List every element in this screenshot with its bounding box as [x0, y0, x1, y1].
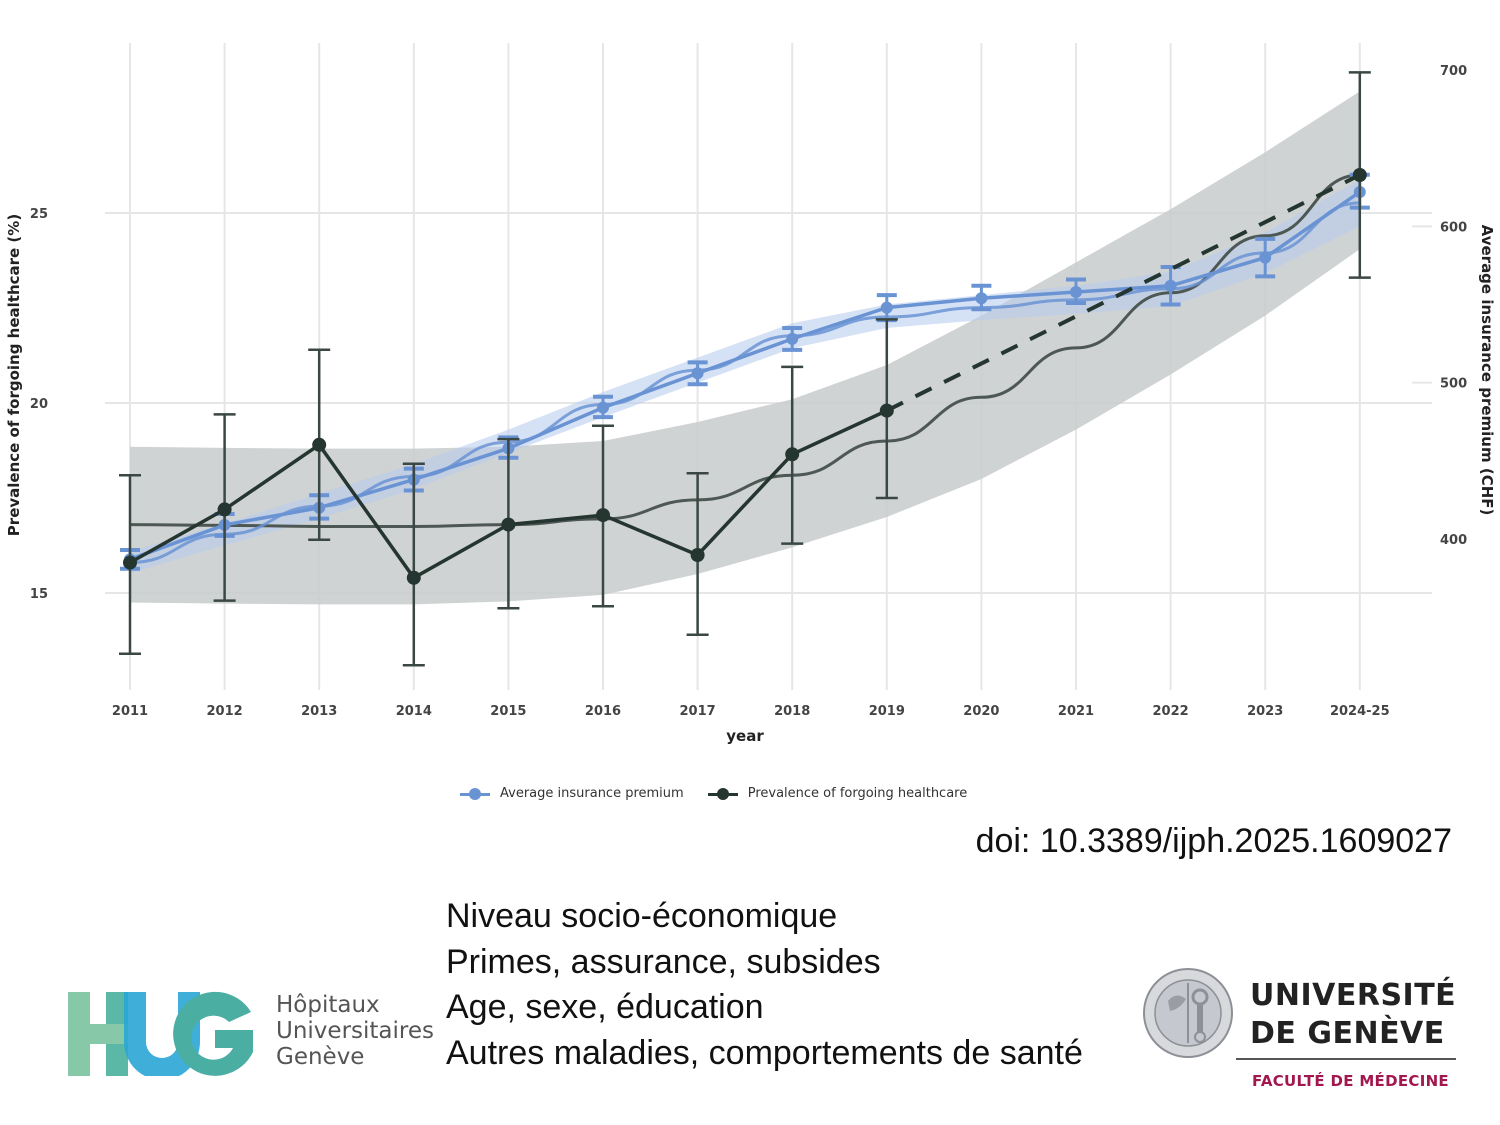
svg-text:500: 500 — [1440, 377, 1467, 392]
prevalence-swatch-icon — [707, 787, 738, 800]
doi-citation: doi: 10.3389/ijph.2025.1609027 — [975, 822, 1452, 860]
university-name: UNIVERSITÉ DE GENÈVE — [1250, 978, 1457, 1051]
legend-item-prevalence[interactable]: Prevalence of forgoing healthcare — [707, 786, 968, 801]
svg-text:15: 15 — [30, 587, 48, 602]
svg-text:2011: 2011 — [112, 704, 148, 719]
legend-label-premium: Average insurance premium — [500, 786, 684, 801]
hug-logo: Hôpitaux Universitaires Genève — [68, 990, 438, 1080]
dual-axis-line-chart: 15 20 25 400 500 600 700 2011 2012 2013 2014 2015… — [5, 43, 1496, 745]
factor-item: Primes, assurance, subsides — [446, 942, 881, 981]
right-axis-title: Average insurance premium (CHF) — [1478, 225, 1496, 516]
faculty-name: FACULTÉ DE MÉDECINE — [1252, 1072, 1449, 1090]
svg-text:2014: 2014 — [396, 704, 432, 719]
university-seal-icon — [1143, 968, 1233, 1058]
svg-text:2017: 2017 — [680, 704, 716, 719]
svg-text:2022: 2022 — [1153, 704, 1189, 719]
svg-text:2020: 2020 — [963, 704, 999, 719]
x-axis-ticks: 2011 2012 2013 2014 2015 2016 2017 2018 2019 2020… — [112, 704, 1390, 719]
svg-text:2024-25: 2024-25 — [1330, 704, 1390, 719]
prevalence-series — [119, 71, 1371, 667]
svg-text:25: 25 — [30, 207, 48, 222]
svg-text:2021: 2021 — [1058, 704, 1094, 719]
factor-item: Niveau socio-économique — [446, 897, 838, 935]
hug-name: Hôpitaux Universitaires Genève — [276, 992, 434, 1070]
gridlines — [105, 43, 1432, 690]
right-axis-ticks: 400 500 600 700 — [1440, 64, 1467, 548]
unige-logo: UNIVERSITÉ DE GENÈVE FACULTÉ DE MÉDECINE — [1140, 965, 1470, 1095]
svg-text:600: 600 — [1440, 220, 1467, 235]
svg-text:2023: 2023 — [1247, 704, 1283, 719]
hug-letters-icon — [68, 991, 253, 1076]
svg-text:2012: 2012 — [207, 704, 243, 719]
svg-text:2016: 2016 — [585, 704, 621, 719]
premium-trend-confidence-band — [130, 179, 1360, 574]
left-axis-title: Prevalence of forgoing healthcare (%) — [5, 214, 23, 536]
logo-divider — [1236, 1058, 1456, 1060]
premium-swatch-icon — [460, 787, 490, 800]
factor-item: Age, sexe, éducation — [446, 988, 764, 1026]
svg-text:20: 20 — [30, 397, 48, 412]
svg-text:2015: 2015 — [490, 704, 526, 719]
svg-text:2013: 2013 — [301, 704, 337, 719]
svg-text:2018: 2018 — [774, 704, 810, 719]
x-axis-title: year — [726, 727, 764, 745]
legend-item-premium[interactable]: Average insurance premium — [460, 786, 684, 801]
svg-text:400: 400 — [1440, 533, 1467, 548]
factor-item: Autres maladies, comportements de santé — [446, 1033, 1083, 1072]
chart-legend: Average insurance premium Prevalence of … — [460, 786, 967, 801]
left-axis-ticks: 15 20 25 — [30, 207, 48, 602]
svg-text:700: 700 — [1440, 64, 1467, 79]
svg-text:2019: 2019 — [869, 704, 905, 719]
factor-list: Niveau socio-économique Primes, assuranc… — [446, 894, 1083, 1076]
legend-label-prevalence: Prevalence of forgoing healthcare — [747, 786, 968, 801]
